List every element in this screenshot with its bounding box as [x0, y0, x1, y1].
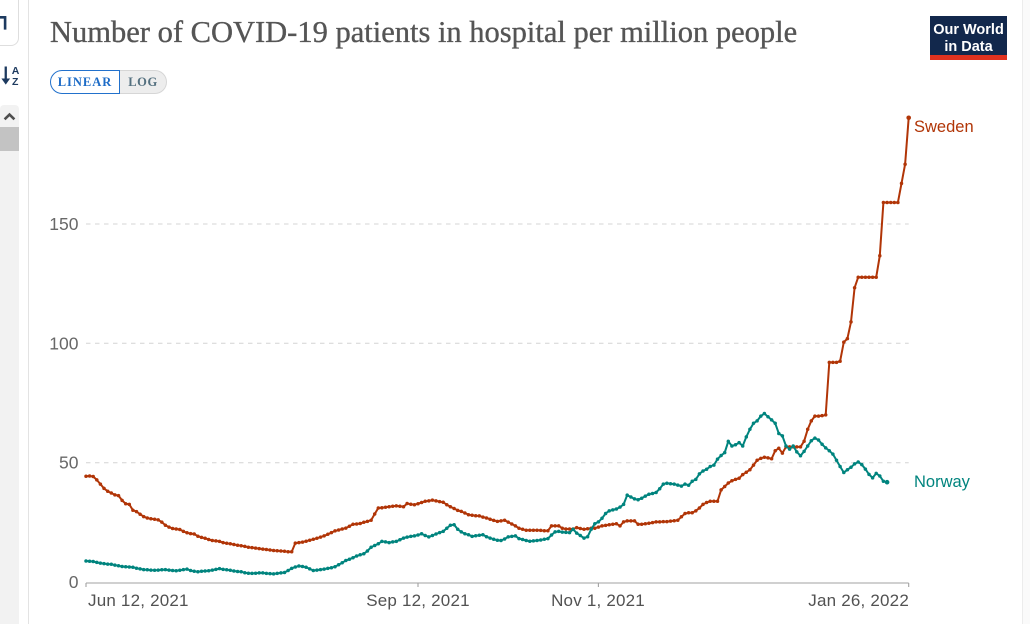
svg-text:150: 150: [49, 214, 78, 234]
svg-text:A: A: [12, 66, 20, 77]
svg-text:0: 0: [69, 572, 79, 592]
svg-text:Norway: Norway: [914, 473, 971, 491]
svg-text:Sweden: Sweden: [914, 118, 974, 136]
svg-text:Jan 26, 2022: Jan 26, 2022: [808, 591, 909, 610]
svg-text:50: 50: [59, 453, 79, 473]
svg-text:Nov 1, 2021: Nov 1, 2021: [551, 591, 645, 610]
svg-text:100: 100: [49, 333, 78, 353]
svg-text:Z: Z: [12, 76, 19, 86]
svg-text:Jun 12, 2021: Jun 12, 2021: [88, 591, 189, 610]
svg-text:Sep 12, 2021: Sep 12, 2021: [366, 591, 470, 610]
